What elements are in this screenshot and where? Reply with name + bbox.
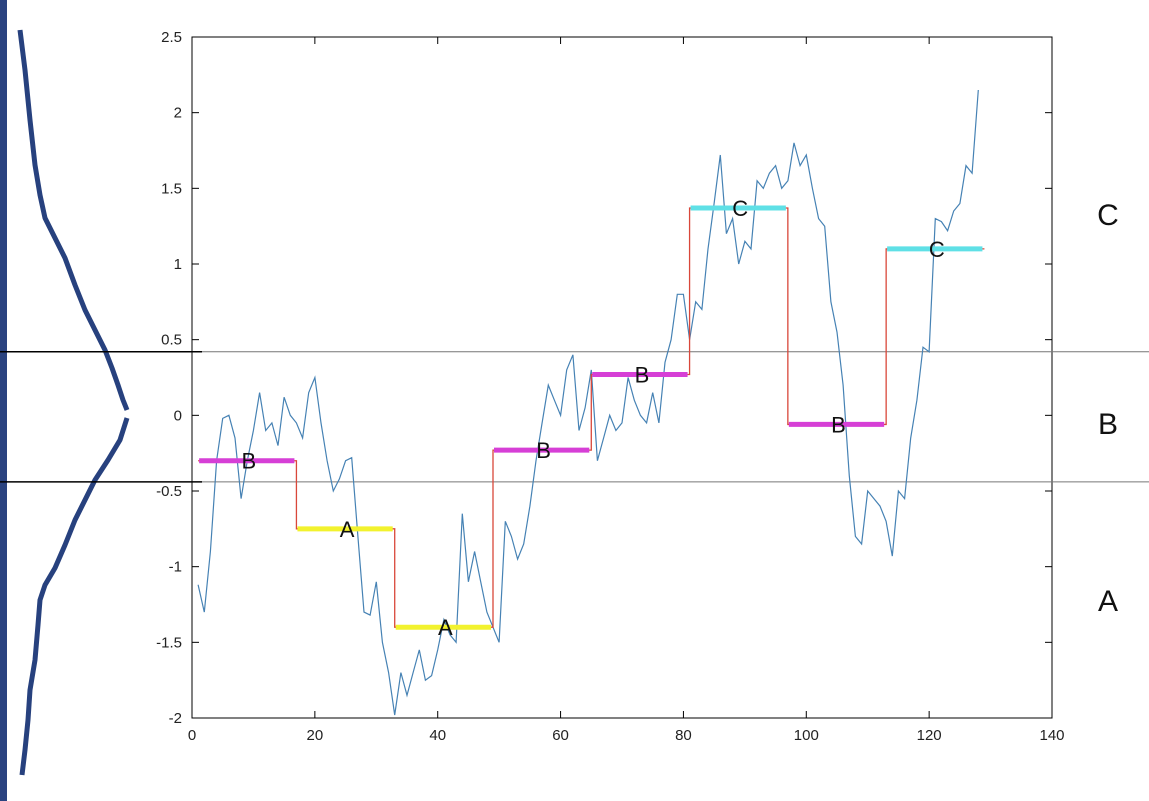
y-tick-label: -0.5 (156, 483, 182, 500)
y-tick-label: 0.5 (161, 332, 182, 349)
distribution-curve (17, 29, 130, 776)
regime-segment-label: A (438, 615, 453, 640)
y-tick-label: 1 (174, 256, 182, 273)
regime-segment-label: B (536, 438, 551, 463)
x-tick-label: 0 (188, 727, 196, 744)
regime-segment-label: C (929, 237, 945, 262)
y-tick-label: -1 (169, 559, 182, 576)
region-label: C (1097, 199, 1119, 232)
y-tick-label: -2 (169, 710, 182, 727)
region-label: A (1098, 585, 1118, 618)
x-tick-label: 80 (675, 727, 692, 744)
regime-segment-label: B (831, 412, 846, 437)
region-label: B (1098, 408, 1118, 441)
y-tick-label: 1.5 (161, 180, 182, 197)
left-border-bar (0, 0, 7, 801)
regime-segment-label: B (241, 449, 256, 474)
y-tick-label: 0 (174, 407, 182, 424)
x-tick-label: 40 (429, 727, 446, 744)
series-line (197, 89, 979, 716)
x-tick-label: 100 (794, 727, 819, 744)
regime-segment-label: A (340, 517, 355, 542)
x-tick-label: 140 (1039, 727, 1064, 744)
plot-frame (191, 36, 1053, 719)
x-tick-label: 60 (552, 727, 569, 744)
x-tick-label: 20 (307, 727, 324, 744)
y-tick-label: 2 (174, 105, 182, 122)
regime-segment-label: C (732, 196, 748, 221)
y-tick-label: 2.5 (161, 29, 182, 46)
y-tick-label: -1.5 (156, 634, 182, 651)
regime-segment-label: B (635, 362, 650, 387)
x-tick-label: 120 (917, 727, 942, 744)
